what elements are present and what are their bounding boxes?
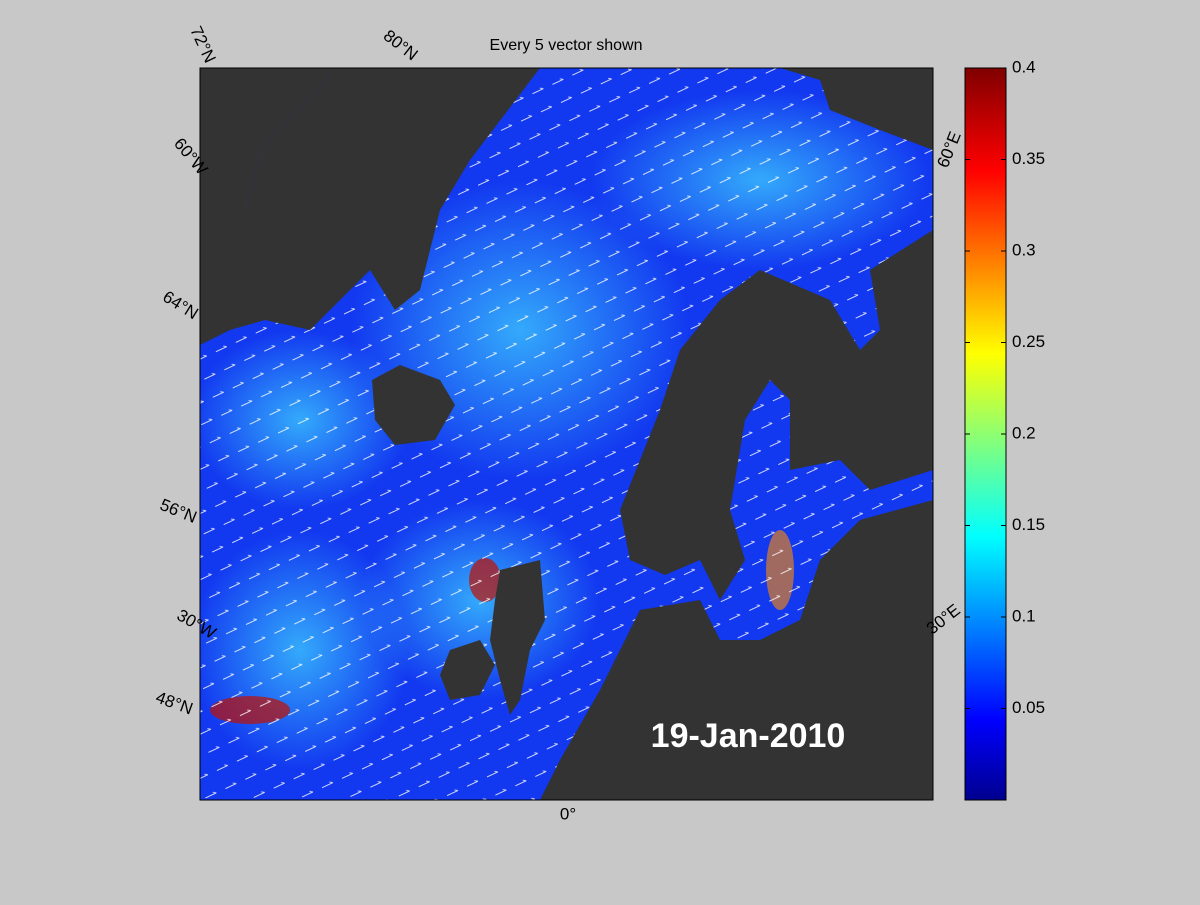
graticule-label: 60°E	[933, 129, 964, 170]
colorbar-tick-label: 0.3	[1012, 240, 1036, 259]
map-title: Every 5 vector shown	[490, 37, 643, 54]
great-britain	[490, 560, 545, 715]
map	[200, 68, 933, 800]
colorbar-tick-label: 0.25	[1012, 332, 1045, 351]
colorbar-tick-label: 0.05	[1012, 698, 1045, 717]
iceland	[372, 365, 455, 445]
colorbar-tick-label: 0.4	[1012, 57, 1036, 76]
colorbar-tick-label: 0.35	[1012, 149, 1045, 168]
colorbar: 0.05 0.1 0.15 0.2 0.25 0.3 0.35 0.4	[964, 57, 1045, 801]
map-frame	[199, 67, 934, 801]
arctic-land	[780, 68, 933, 150]
scandinavia	[620, 230, 933, 600]
colorbar-tick-label: 0.2	[1012, 423, 1036, 442]
greenland	[200, 68, 335, 250]
colorbar-tick-label: 0.15	[1012, 515, 1045, 534]
graticule-label: 72°N	[186, 23, 219, 65]
colorbar-scale	[964, 67, 1007, 801]
graticule-label: 0°	[560, 804, 576, 823]
graticule-label: 64°N	[159, 287, 201, 323]
graticule-label: 56°N	[157, 495, 199, 527]
graticule-label: 48°N	[153, 688, 195, 719]
ireland	[440, 640, 495, 700]
europe	[540, 500, 933, 800]
date-label: 19-Jan-2010	[651, 717, 846, 755]
greenland	[200, 68, 540, 345]
colorbar-tick-label: 0.1	[1012, 606, 1036, 625]
graticule-label: 80°N	[380, 26, 422, 64]
